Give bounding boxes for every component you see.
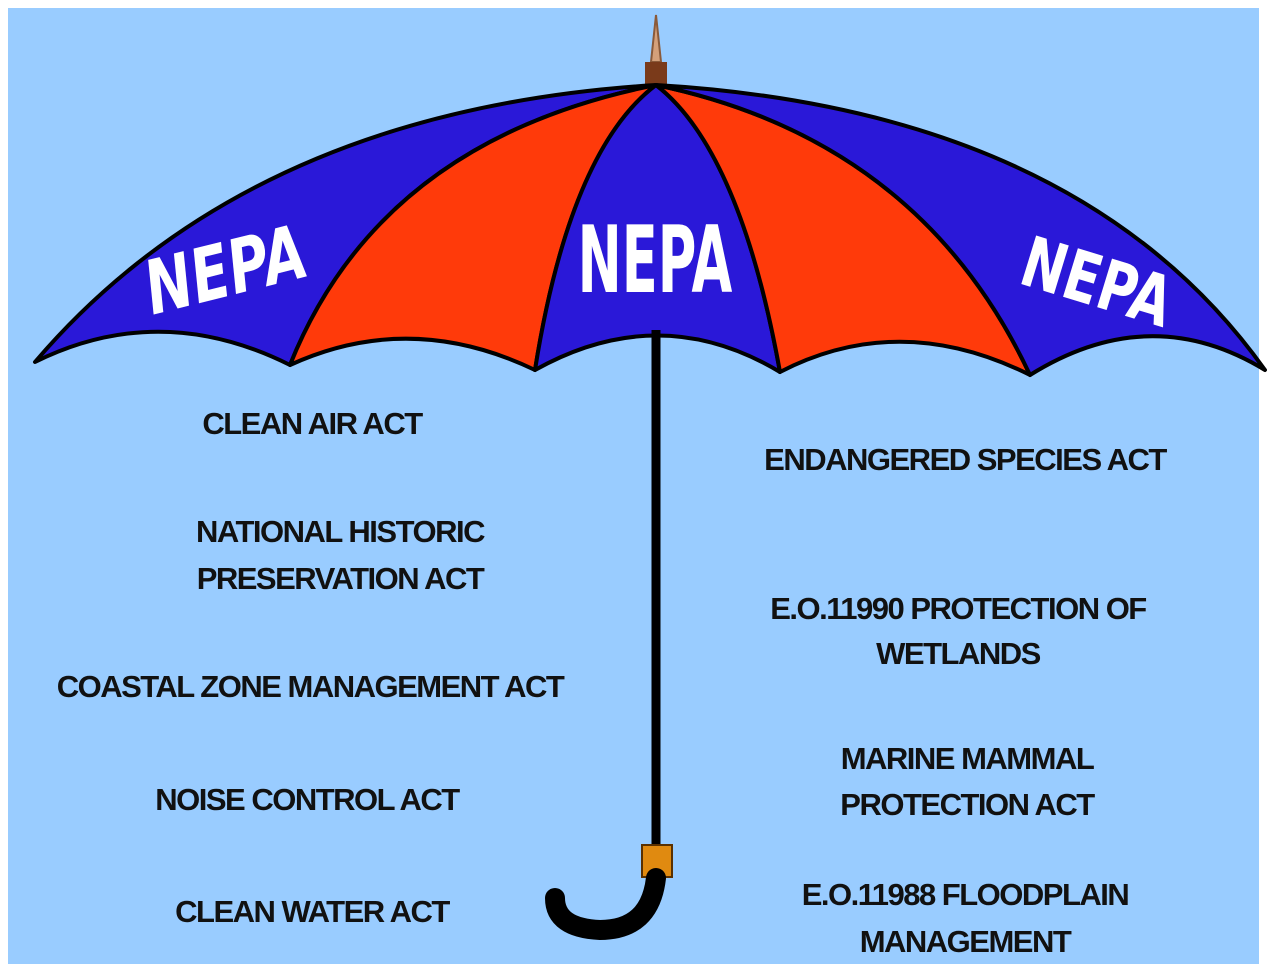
- act-label: PRESERVATION ACT: [197, 561, 485, 596]
- act-label: NOISE CONTROL ACT: [155, 782, 460, 817]
- act-label: ENDANGERED SPECIES ACT: [764, 442, 1167, 477]
- canopy-label: NEPA: [578, 206, 733, 314]
- diagram: NEPA NEPA NEPA CLEAN AIR ACT NATIONAL HI…: [0, 0, 1267, 972]
- act-label: MARINE MAMMAL: [841, 741, 1094, 776]
- act-label: E.O.11990 PROTECTION OF: [770, 591, 1146, 626]
- act-label: COASTAL ZONE MANAGEMENT ACT: [57, 669, 565, 704]
- umbrella-ferrule: [645, 62, 667, 86]
- act-label: CLEAN AIR ACT: [202, 406, 423, 441]
- act-label: MANAGEMENT: [860, 924, 1072, 959]
- act-label: WETLANDS: [876, 636, 1040, 671]
- act-label: PROTECTION ACT: [840, 787, 1095, 822]
- act-label: CLEAN WATER ACT: [175, 894, 450, 929]
- act-label: NATIONAL HISTORIC: [196, 514, 485, 549]
- act-label: E.O.11988 FLOODPLAIN: [802, 877, 1129, 912]
